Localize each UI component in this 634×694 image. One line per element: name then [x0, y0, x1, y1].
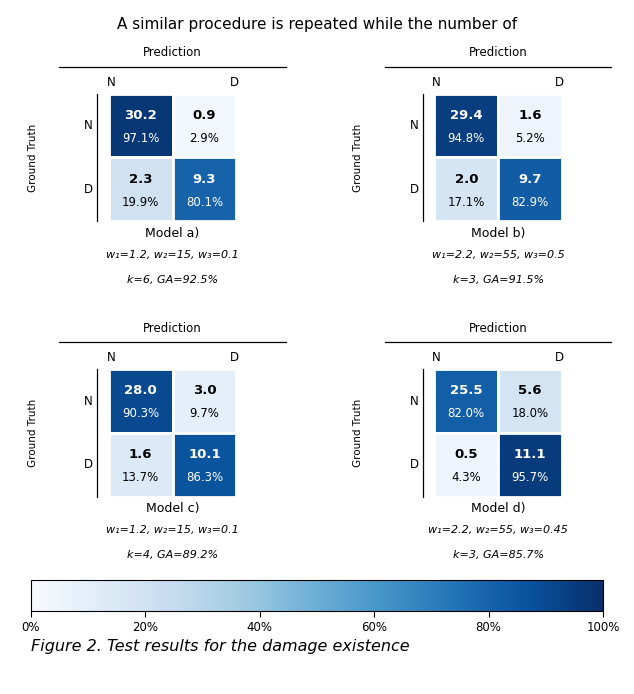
Text: 28.0: 28.0 — [124, 384, 157, 398]
Bar — [172, 433, 236, 497]
Text: w₁=2.2, w₂=55, w₃=0.5: w₁=2.2, w₂=55, w₃=0.5 — [432, 250, 564, 260]
Text: N: N — [410, 395, 418, 407]
Text: 90.3%: 90.3% — [122, 407, 159, 421]
Text: 82.0%: 82.0% — [448, 407, 485, 421]
Text: w₁=1.2, w₂=15, w₃=0.1: w₁=1.2, w₂=15, w₃=0.1 — [107, 525, 239, 535]
Bar — [434, 158, 498, 221]
Text: k=4, GA=89.2%: k=4, GA=89.2% — [127, 550, 218, 560]
Bar — [109, 158, 172, 221]
Text: 97.1%: 97.1% — [122, 132, 159, 145]
Text: Model c): Model c) — [146, 502, 199, 516]
Text: 2.0: 2.0 — [455, 173, 478, 186]
Text: 1.6: 1.6 — [129, 448, 153, 461]
Bar — [498, 433, 562, 497]
Text: 9.3: 9.3 — [193, 173, 216, 186]
Bar — [498, 158, 562, 221]
Bar — [172, 158, 236, 221]
Text: 1.6: 1.6 — [519, 109, 542, 122]
Text: w₁=1.2, w₂=15, w₃=0.1: w₁=1.2, w₂=15, w₃=0.1 — [107, 250, 239, 260]
Text: Prediction: Prediction — [469, 46, 527, 59]
Text: 82.9%: 82.9% — [512, 196, 548, 209]
Text: Figure 2. Test results for the damage existence: Figure 2. Test results for the damage ex… — [31, 638, 410, 654]
Text: Model a): Model a) — [145, 227, 200, 240]
Bar — [109, 433, 172, 497]
Text: 9.7%: 9.7% — [190, 407, 219, 421]
Text: N: N — [410, 119, 418, 132]
Text: 30.2: 30.2 — [124, 109, 157, 122]
Text: 95.7%: 95.7% — [512, 471, 548, 484]
Text: 94.8%: 94.8% — [448, 132, 485, 145]
Text: 0.9: 0.9 — [193, 109, 216, 122]
Text: Model d): Model d) — [471, 502, 526, 516]
Text: D: D — [555, 76, 564, 89]
Text: D: D — [84, 183, 93, 196]
Text: Ground Truth: Ground Truth — [354, 124, 363, 192]
Text: Ground Truth: Ground Truth — [28, 399, 38, 467]
Text: Prediction: Prediction — [143, 321, 202, 335]
Text: N: N — [107, 351, 115, 364]
Bar — [498, 369, 562, 433]
Text: N: N — [107, 76, 115, 89]
Bar — [434, 369, 498, 433]
Text: 11.1: 11.1 — [514, 448, 547, 461]
Bar — [172, 94, 236, 158]
Text: k=3, GA=91.5%: k=3, GA=91.5% — [453, 275, 544, 285]
Text: D: D — [410, 183, 418, 196]
Text: 0.5: 0.5 — [455, 448, 478, 461]
Text: 13.7%: 13.7% — [122, 471, 159, 484]
Text: Prediction: Prediction — [143, 46, 202, 59]
Bar — [172, 369, 236, 433]
Text: 4.3%: 4.3% — [451, 471, 481, 484]
Bar — [434, 94, 498, 158]
Text: 80.1%: 80.1% — [186, 196, 223, 209]
Bar — [434, 433, 498, 497]
Bar — [498, 94, 562, 158]
Text: D: D — [555, 351, 564, 364]
Text: 17.1%: 17.1% — [448, 196, 485, 209]
Text: 25.5: 25.5 — [450, 384, 482, 398]
Text: N: N — [84, 395, 93, 407]
Text: D: D — [410, 458, 418, 471]
Text: Prediction: Prediction — [469, 321, 527, 335]
Text: 18.0%: 18.0% — [512, 407, 548, 421]
Text: 9.7: 9.7 — [519, 173, 541, 186]
Text: k=3, GA=85.7%: k=3, GA=85.7% — [453, 550, 544, 560]
Text: Model b): Model b) — [471, 227, 526, 240]
Text: 2.9%: 2.9% — [190, 132, 219, 145]
Text: N: N — [432, 76, 441, 89]
Text: Ground Truth: Ground Truth — [354, 399, 363, 467]
Bar — [109, 94, 172, 158]
Text: 5.6: 5.6 — [519, 384, 542, 398]
Text: 19.9%: 19.9% — [122, 196, 159, 209]
Text: 2.3: 2.3 — [129, 173, 153, 186]
Text: k=6, GA=92.5%: k=6, GA=92.5% — [127, 275, 218, 285]
Text: 3.0: 3.0 — [193, 384, 216, 398]
Text: 29.4: 29.4 — [450, 109, 482, 122]
Text: 86.3%: 86.3% — [186, 471, 223, 484]
Text: Ground Truth: Ground Truth — [28, 124, 38, 192]
Text: N: N — [432, 351, 441, 364]
Text: N: N — [84, 119, 93, 132]
Bar — [109, 369, 172, 433]
Text: D: D — [84, 458, 93, 471]
Text: 10.1: 10.1 — [188, 448, 221, 461]
Text: D: D — [230, 351, 239, 364]
Text: D: D — [230, 76, 239, 89]
Text: 5.2%: 5.2% — [515, 132, 545, 145]
Text: A similar procedure is repeated while the number of: A similar procedure is repeated while th… — [117, 17, 517, 31]
Text: w₁=2.2, w₂=55, w₃=0.45: w₁=2.2, w₂=55, w₃=0.45 — [428, 525, 568, 535]
